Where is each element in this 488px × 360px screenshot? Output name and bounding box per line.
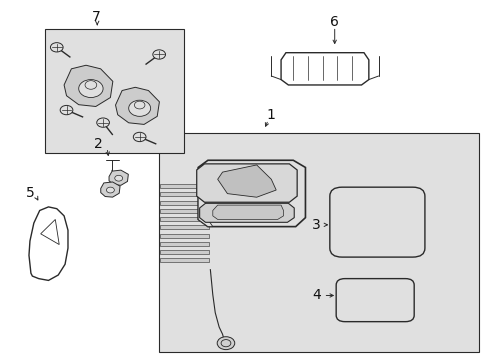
Bar <box>160 184 208 188</box>
Circle shape <box>97 118 109 127</box>
Bar <box>160 217 208 221</box>
Polygon shape <box>101 182 120 197</box>
Polygon shape <box>109 170 128 185</box>
Bar <box>160 209 208 213</box>
Polygon shape <box>198 160 305 226</box>
Bar <box>160 242 208 246</box>
Text: 5: 5 <box>25 185 34 199</box>
Bar <box>160 192 208 197</box>
Polygon shape <box>199 203 294 222</box>
Text: 4: 4 <box>312 288 321 302</box>
Circle shape <box>60 105 73 115</box>
Text: 2: 2 <box>94 137 102 151</box>
Bar <box>160 225 208 229</box>
Circle shape <box>79 80 103 98</box>
Circle shape <box>50 42 63 52</box>
Polygon shape <box>212 205 283 220</box>
Bar <box>160 201 208 205</box>
Text: 6: 6 <box>329 15 339 29</box>
Circle shape <box>153 50 165 59</box>
Bar <box>160 234 208 238</box>
Circle shape <box>217 337 234 350</box>
Text: 1: 1 <box>266 108 275 122</box>
Circle shape <box>128 100 150 116</box>
Polygon shape <box>64 65 113 107</box>
Polygon shape <box>115 87 159 125</box>
Bar <box>44 30 183 153</box>
Polygon shape <box>217 165 276 197</box>
Circle shape <box>106 187 114 193</box>
Polygon shape <box>198 173 212 226</box>
Circle shape <box>133 132 146 141</box>
Circle shape <box>115 175 122 181</box>
Polygon shape <box>196 164 297 202</box>
Bar <box>159 134 478 352</box>
Bar <box>160 258 208 262</box>
Text: 3: 3 <box>312 218 321 232</box>
Text: 7: 7 <box>91 10 100 24</box>
Bar <box>160 250 208 254</box>
